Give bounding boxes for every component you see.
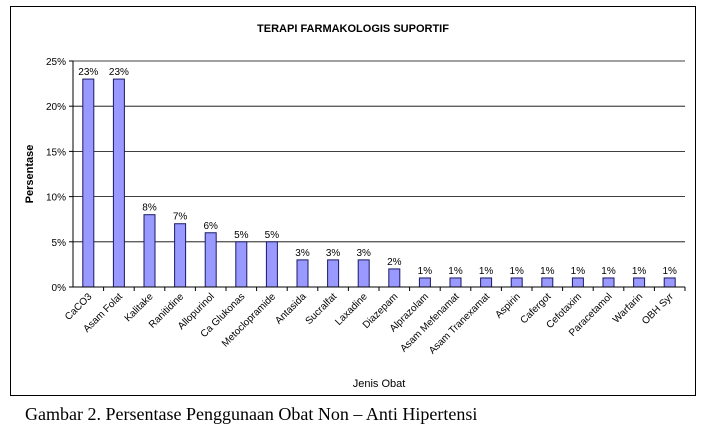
y-axis-label: Persentase (24, 145, 36, 204)
y-tick-label: 15% (46, 147, 66, 158)
x-tick-label: Aspirin (493, 291, 522, 320)
gridlines (73, 60, 685, 243)
data-label: 23% (78, 67, 98, 78)
bar (418, 277, 431, 288)
data-label: 1% (662, 266, 677, 277)
bar (327, 259, 340, 288)
data-label: 1% (418, 266, 433, 277)
data-label: 3% (326, 248, 341, 259)
data-label: 5% (234, 230, 249, 241)
x-tick-label: Metoclopramide (220, 291, 278, 349)
bar (296, 259, 309, 288)
bar (235, 241, 248, 288)
bar (541, 277, 554, 288)
bars: 23% 23% 8% 7% 6% 5% 5% 3% 3% 3% 2% 1% 1% 1% 1% 1% 1% 1% 1%… (78, 67, 677, 288)
data-label: 2% (387, 257, 402, 268)
bar (602, 277, 615, 288)
y-tick-label: 25% (46, 57, 66, 68)
figure-caption: Gambar 2. Persentase Penggunaan Obat Non… (25, 404, 478, 424)
bar (571, 277, 584, 288)
data-label: 1% (540, 266, 555, 277)
y-tick-label: 20% (46, 102, 66, 113)
y-tick-label: 10% (46, 193, 66, 204)
bar (82, 78, 95, 288)
x-tick-label: OBH Syr (640, 291, 676, 327)
bar (204, 232, 217, 288)
data-label: 1% (601, 266, 616, 277)
bar (112, 78, 125, 288)
chart-frame: TERAPI FARMAKOLOGIS SUPORTIF 0% 5% 10% 15% 2… (10, 6, 696, 396)
data-label: 1% (448, 266, 463, 277)
data-label: 8% (142, 203, 157, 214)
bar (388, 268, 401, 288)
data-label: 7% (173, 212, 188, 223)
y-axis-ticks: 0% 5% 10% 15% 20% 25% (46, 57, 73, 294)
bar (357, 259, 370, 288)
y-tick-label: 0% (52, 283, 67, 294)
data-label: 1% (571, 266, 586, 277)
data-label: 1% (479, 266, 494, 277)
x-tick-label: Antasida (273, 291, 309, 327)
bar (265, 241, 278, 288)
bar (480, 277, 493, 288)
data-label: 1% (632, 266, 647, 277)
bar (633, 277, 646, 288)
bar (174, 223, 187, 288)
bar (510, 277, 523, 288)
data-label: 6% (203, 221, 218, 232)
data-label: 3% (295, 248, 310, 259)
y-tick-label: 5% (52, 238, 67, 249)
bar (663, 277, 676, 288)
bar (449, 277, 462, 288)
chart-title: TERAPI FARMAKOLOGIS SUPORTIF (257, 23, 449, 35)
bar (143, 214, 156, 288)
x-axis-label: Jenis Obat (353, 378, 406, 390)
data-label: 3% (356, 248, 371, 259)
bar-chart: TERAPI FARMAKOLOGIS SUPORTIF 0% 5% 10% 15% 2… (24, 23, 686, 390)
data-label: 23% (109, 67, 129, 78)
data-label: 1% (509, 266, 524, 277)
data-label: 5% (265, 230, 280, 241)
